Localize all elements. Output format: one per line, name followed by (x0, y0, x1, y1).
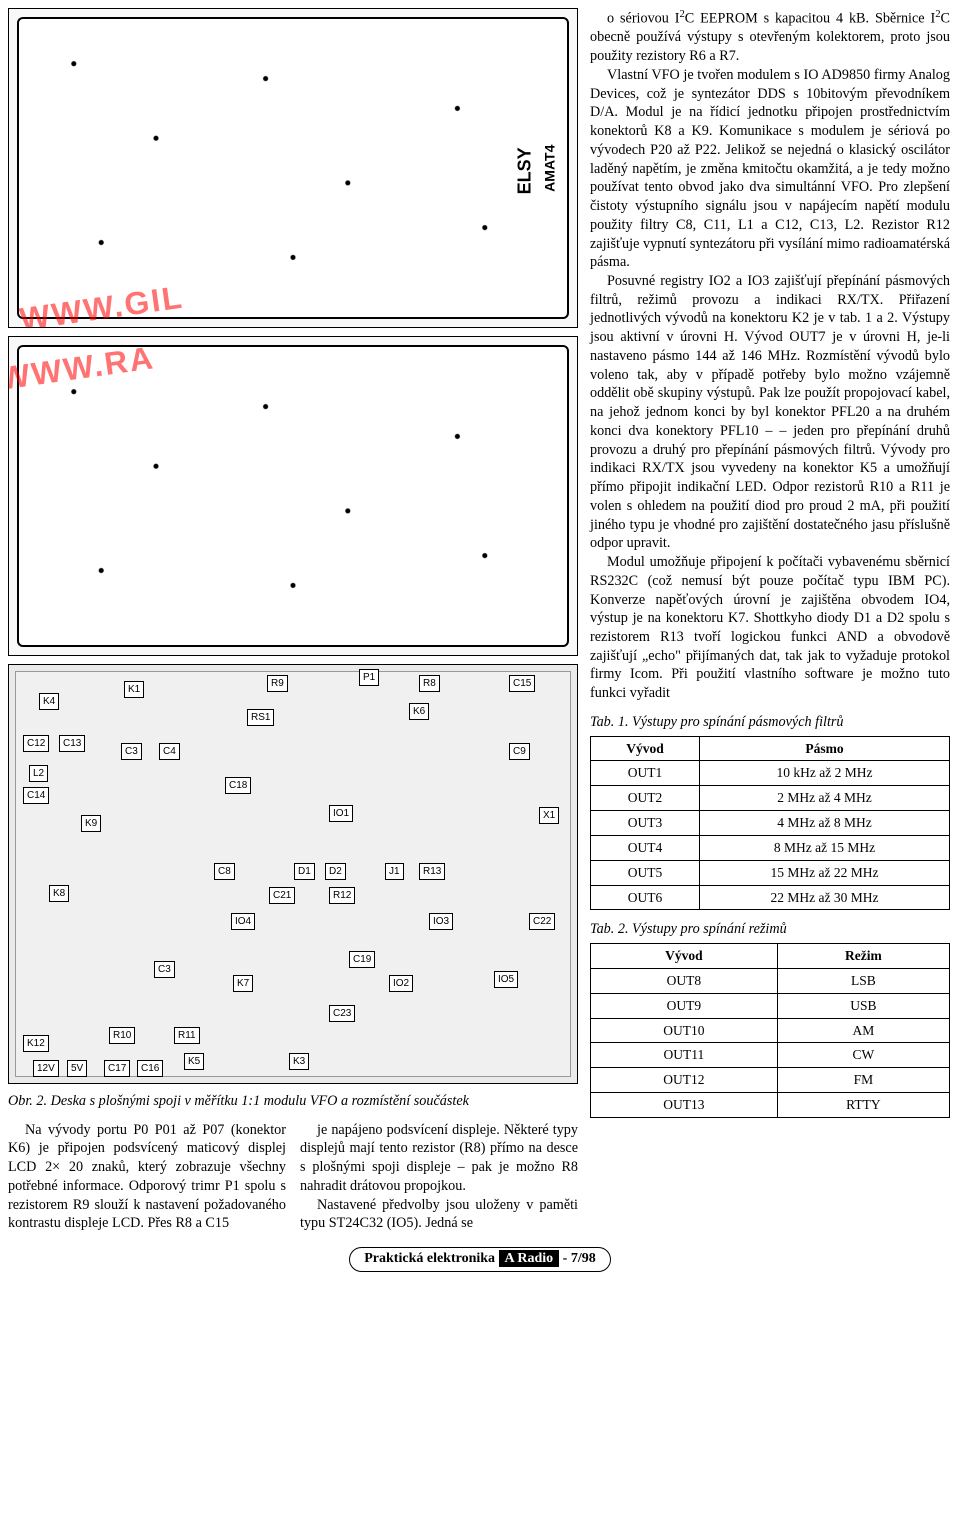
comp-k7: K7 (233, 975, 253, 992)
t2-r2c0: OUT10 (591, 1018, 778, 1043)
right-p4: Modul umožňuje připojení k počítači vyba… (590, 553, 950, 703)
t2-r3c1: CW (777, 1043, 949, 1068)
comp-r11: R11 (174, 1027, 200, 1044)
figure-caption: Obr. 2. Deska s plošnými spoji v měřítku… (8, 1092, 578, 1111)
comp-io5: IO5 (494, 971, 518, 988)
right-p2: Vlastní VFO je tvořen modulem s IO AD985… (590, 66, 950, 272)
t1-h0: Vývod (591, 736, 700, 761)
comp-r13: R13 (419, 863, 445, 880)
comp-x1: X1 (539, 807, 559, 824)
right-p3: Posuvné registry IO2 a IO3 zajišťují pře… (590, 272, 950, 553)
comp-c15: C15 (509, 675, 535, 692)
t2-r5c1: RTTY (777, 1092, 949, 1117)
pcb-figure-bottom: WWW.RA (8, 336, 578, 656)
t2-r5c0: OUT13 (591, 1092, 778, 1117)
comp-c16: C16 (137, 1060, 163, 1077)
t1-r3c0: OUT4 (591, 835, 700, 860)
comp-c21: C21 (269, 887, 295, 904)
comp-k6: K6 (409, 703, 429, 720)
t2-h1: Režim (777, 944, 949, 969)
left-p3: Nastavené předvolby jsou uloženy v pamět… (300, 1196, 578, 1233)
t1-r5c0: OUT6 (591, 885, 700, 910)
right-p1: o sériovou I2C EEPROM s kapacitou 4 kB. … (590, 8, 950, 66)
comp-12v: 12V (33, 1060, 59, 1077)
t2-r1c1: USB (777, 993, 949, 1018)
t2-r0c1: LSB (777, 968, 949, 993)
t1-r4c0: OUT5 (591, 860, 700, 885)
t1-r1c0: OUT2 (591, 786, 700, 811)
comp-c9: C9 (509, 743, 530, 760)
left-p1: Na vývody portu P0 P01 až P07 (konektor … (8, 1121, 286, 1233)
comp-c18: C18 (225, 777, 251, 794)
left-body-text: Na vývody portu P0 P01 až P07 (konektor … (8, 1121, 578, 1233)
page-footer: Praktická elektronika A Radio - 7/98 (8, 1247, 952, 1271)
comp-rs1: RS1 (247, 709, 274, 726)
comp-k9: K9 (81, 815, 101, 832)
comp-p1: P1 (359, 669, 379, 686)
comp-c8: C8 (214, 863, 235, 880)
comp-r10: R10 (109, 1027, 135, 1044)
comp-j1: J1 (385, 863, 404, 880)
comp-r12: R12 (329, 887, 355, 904)
pcb-component-layout: K4 K1 R9 P1 R8 C15 RS1 K6 C12 C13 C3 C4 … (8, 664, 578, 1084)
comp-k3: K3 (289, 1053, 309, 1070)
pcb-label-elsy: ELSY (514, 147, 538, 194)
comp-c3b: C3 (154, 961, 175, 978)
left-column: ELSY AMAT4 WWW.GIL WWW.RA K4 K1 R9 P1 R8… (8, 8, 578, 1233)
t2-r0c0: OUT8 (591, 968, 778, 993)
t1-r4c1: 15 MHz až 22 MHz (700, 860, 950, 885)
comp-io2: IO2 (389, 975, 413, 992)
comp-d1: D1 (294, 863, 315, 880)
comp-io4: IO4 (231, 913, 255, 930)
comp-5v: 5V (67, 1060, 87, 1077)
comp-c14: C14 (23, 787, 49, 804)
comp-d2: D2 (325, 863, 346, 880)
footer-mid: A Radio (499, 1250, 560, 1267)
t1-r2c0: OUT3 (591, 811, 700, 836)
t2-r3c0: OUT11 (591, 1043, 778, 1068)
comp-k5: K5 (184, 1053, 204, 1070)
comp-k1: K1 (124, 681, 144, 698)
t1-r0c1: 10 kHz až 2 MHz (700, 761, 950, 786)
table-band-filters: Vývod Pásmo OUT110 kHz až 2 MHz OUT22 MH… (590, 736, 950, 911)
table1-caption: Tab. 1. Výstupy pro spínání pásmo­vých f… (590, 713, 950, 732)
pcb-label-amat4: AMAT4 (540, 145, 558, 192)
t1-r5c1: 22 MHz až 30 MHz (700, 885, 950, 910)
comp-c22: C22 (529, 913, 555, 930)
pcb-figure-top: ELSY AMAT4 WWW.GIL (8, 8, 578, 328)
comp-r9: R9 (267, 675, 288, 692)
comp-c13: C13 (59, 735, 85, 752)
comp-c3: C3 (121, 743, 142, 760)
t1-r3c1: 8 MHz až 15 MHz (700, 835, 950, 860)
comp-r8: R8 (419, 675, 440, 692)
t2-r4c1: FM (777, 1068, 949, 1093)
t2-r2c1: AM (777, 1018, 949, 1043)
t1-h1: Pásmo (700, 736, 950, 761)
t1-r2c1: 4 MHz až 8 MHz (700, 811, 950, 836)
comp-l2: L2 (29, 765, 48, 782)
comp-io3: IO3 (429, 913, 453, 930)
comp-k8: K8 (49, 885, 69, 902)
comp-io1: IO1 (329, 805, 353, 822)
right-column: o sériovou I2C EEPROM s kapacitou 4 kB. … (590, 8, 950, 1233)
comp-c19: C19 (349, 951, 375, 968)
t2-r1c0: OUT9 (591, 993, 778, 1018)
comp-c23: C23 (329, 1005, 355, 1022)
t2-r4c0: OUT12 (591, 1068, 778, 1093)
t2-h0: Vývod (591, 944, 778, 969)
left-p2: je napájeno podsvícení displeje. Některé… (300, 1121, 578, 1196)
comp-c12: C12 (23, 735, 49, 752)
t1-r1c1: 2 MHz až 4 MHz (700, 786, 950, 811)
t1-r0c0: OUT1 (591, 761, 700, 786)
comp-c17: C17 (104, 1060, 130, 1077)
footer-left: Praktická elektronika (364, 1251, 495, 1266)
table-modes: Vývod Režim OUT8LSB OUT9USB OUT10AM OUT1… (590, 943, 950, 1118)
comp-k4: K4 (39, 693, 59, 710)
comp-k12: K12 (23, 1035, 49, 1052)
comp-c4: C4 (159, 743, 180, 760)
table2-caption: Tab. 2. Výstupy pro spínání režimů (590, 920, 950, 939)
footer-right: - 7/98 (563, 1251, 596, 1266)
